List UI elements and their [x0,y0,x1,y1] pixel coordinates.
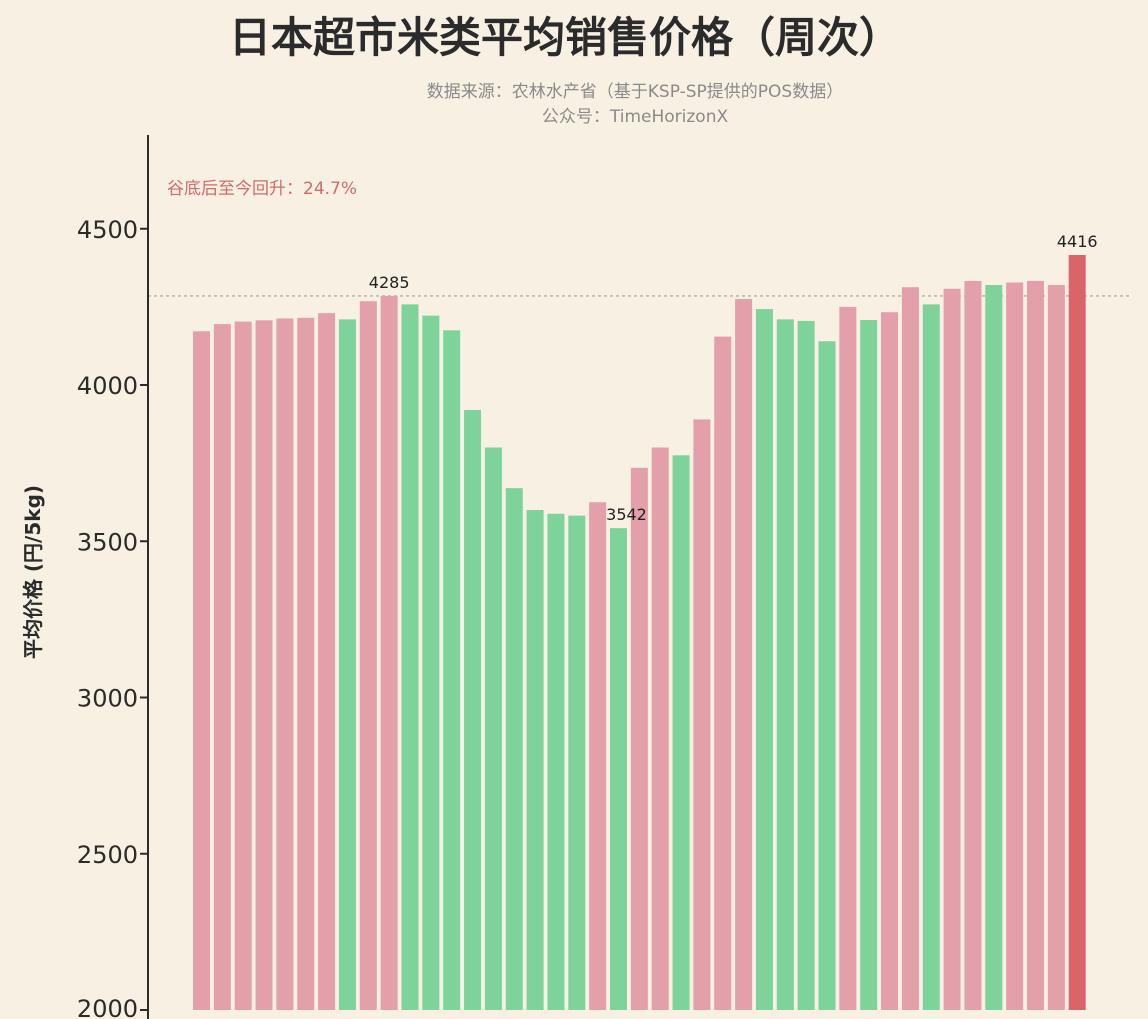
bar [818,341,836,1010]
bar [714,336,732,1010]
bar [422,315,440,1010]
chart-source-note: 公众号：TimeHorizonX [542,107,729,127]
chart-title: 日本超市米类平均销售价格（周次） [229,13,901,62]
bar [464,410,482,1010]
bar [568,515,586,1010]
y-tick-label: 2500 [77,841,138,869]
y-ticks-group: 2000 2500 3000 3500 4000 4500 [77,135,149,1019]
data-label: 4416 [1057,232,1098,251]
bar [1068,255,1086,1010]
bar [839,306,857,1010]
bar [881,312,899,1010]
y-tick-label: 4500 [77,216,138,244]
bar [693,419,711,1010]
bars-group [193,255,1086,1010]
bar [985,285,1003,1010]
recovery-annotation: 谷底后至今回升：24.7% [167,179,357,199]
y-tick-label: 4000 [77,372,138,400]
bar [1006,282,1024,1010]
bar [401,304,419,1010]
bar [234,321,252,1010]
bar [860,320,878,1010]
bar [1027,280,1044,1010]
bar [672,455,690,1010]
bar [484,447,502,1010]
bar [193,331,210,1010]
bar [630,467,648,1010]
bar [505,488,523,1010]
data-label: 3542 [606,505,647,524]
bar [255,320,273,1010]
bar [1047,285,1065,1010]
bar [922,304,940,1010]
bar [547,513,565,1010]
data-label: 4285 [369,273,410,292]
y-axis-label: 平均价格 (円/5kg) [21,485,45,659]
data-labels-group: 4285 3542 4416 [369,232,1098,524]
bar [943,288,961,1010]
bar [318,313,336,1010]
bar [776,319,794,1010]
bar [338,319,356,1010]
y-tick-label: 3500 [77,528,138,556]
bar [797,320,815,1010]
bar [443,330,461,1010]
bar [213,324,231,1010]
bar [359,301,377,1010]
bar [901,287,919,1010]
bar [380,295,398,1010]
bar [651,447,669,1010]
y-tick-label: 3000 [77,685,138,713]
bar [610,528,627,1010]
bar [526,510,544,1010]
bar [297,317,315,1010]
y-tick-label: 2000 [77,995,138,1019]
bar [735,299,753,1010]
bar [276,318,294,1010]
chart-subtitle: 数据来源：农林水产省（基于KSP-SP提供的POS数据） [427,82,843,102]
bar [755,309,773,1010]
bar [589,502,607,1010]
bar [964,280,982,1010]
